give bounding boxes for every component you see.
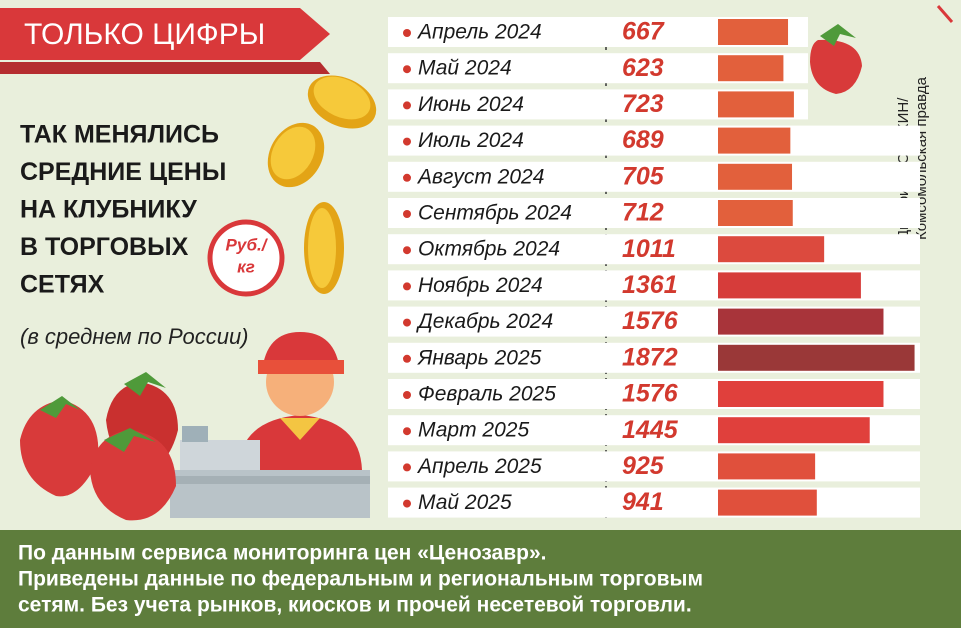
bar [718,127,791,154]
bullet [403,282,411,291]
bar [718,19,789,45]
unit-text: кг [237,257,255,276]
title-line: В ТОРГОВЫХ [20,233,189,261]
bar [718,381,884,407]
title-line: НА КЛУБНИКУ [20,196,197,224]
footer-line: Приведены данные по федеральным и регион… [18,568,703,591]
category-label: Май 2024 [418,57,512,80]
bar [718,344,915,371]
category-label: Март 2025 [418,419,529,442]
value-label: 925 [622,452,665,480]
category-label: Сентябрь 2024 [418,202,572,225]
value-label: 712 [622,199,664,227]
row-strip [388,125,920,156]
title: ТАК МЕНЯЛИСЬ СРЕДНИЕ ЦЕНЫ НА КЛУБНИКУ В ТОР… [20,121,226,299]
coins [267,75,377,294]
rows: Апрель 2024 667 Май 2024 623 Июнь 2024 723 Июл… [388,17,920,518]
bullet [403,65,411,74]
category-label: Июль 2024 [418,129,524,152]
value-label: 1445 [622,416,679,444]
bullet [403,427,411,436]
category-label: Август 2024 [416,165,544,188]
value-label: 667 [622,18,665,46]
bullet [403,210,411,218]
value-label: 1576 [622,307,679,335]
category-label: Январь 2025 [417,346,542,369]
category-label: Апрель 2024 [416,21,542,44]
bar [718,453,816,480]
bullet [403,29,411,37]
bullet [403,499,411,508]
value-label: 941 [622,488,664,516]
bullet [403,463,411,472]
title-line: СРЕДНИЕ ЦЕНЫ [20,158,226,186]
banner-ribbon [0,8,330,60]
value-label: 1011 [622,235,676,263]
bullet [403,246,411,255]
title-line: ТАК МЕНЯЛИСЬ [20,121,219,149]
bar [718,163,793,190]
title-line: СЕТЯХ [20,271,105,299]
value-label: 1576 [622,380,679,408]
value-label: 623 [622,54,664,82]
row-strip [388,487,920,518]
bar [718,489,817,516]
category-label: Май 2025 [418,491,512,514]
category-label: Февраль 2025 [418,383,556,406]
value-label: 705 [622,162,665,190]
category-label: Декабрь 2024 [416,310,553,333]
bullet [403,391,411,399]
footer-band [0,530,961,628]
banner-shadow [0,62,330,74]
bar [718,200,793,226]
bullet [403,354,411,363]
row-strip [388,451,920,482]
row-strip [388,198,920,228]
bar [718,236,825,263]
bullet [403,101,411,110]
category-label: Апрель 2025 [416,455,542,478]
unit-text: Руб./ [226,235,269,254]
bar [718,272,861,299]
bar [718,55,784,82]
subtitle: (в среднем по России) [20,324,249,349]
bar [718,91,794,118]
strawberries [20,24,862,521]
bullet [403,318,411,327]
bar [718,308,884,335]
bar [718,417,870,444]
logo [936,5,954,23]
footer: По данным сервиса мониторинга цен «Ценоз… [18,542,703,617]
row-strip [388,234,920,265]
bullet [403,137,411,146]
banner-text: ТОЛЬКО ЦИФРЫ [24,18,265,51]
value-label: 1361 [622,271,678,299]
footer-line: сетям. Без учета рынков, киосков и проче… [18,594,692,617]
category-label: Октябрь 2024 [418,238,560,261]
row-strip [388,161,920,192]
category-label: Июнь 2024 [418,93,524,116]
footer-line: По данным сервиса мониторинга цен «Ценоз… [18,542,546,565]
value-label: 723 [622,90,664,118]
category-label: Ноябрь 2024 [418,274,543,297]
cashier-illustration [170,332,370,518]
value-label: 1872 [622,343,678,371]
value-label: 689 [622,126,664,154]
unit-badge [207,219,285,297]
bullet [403,173,411,182]
